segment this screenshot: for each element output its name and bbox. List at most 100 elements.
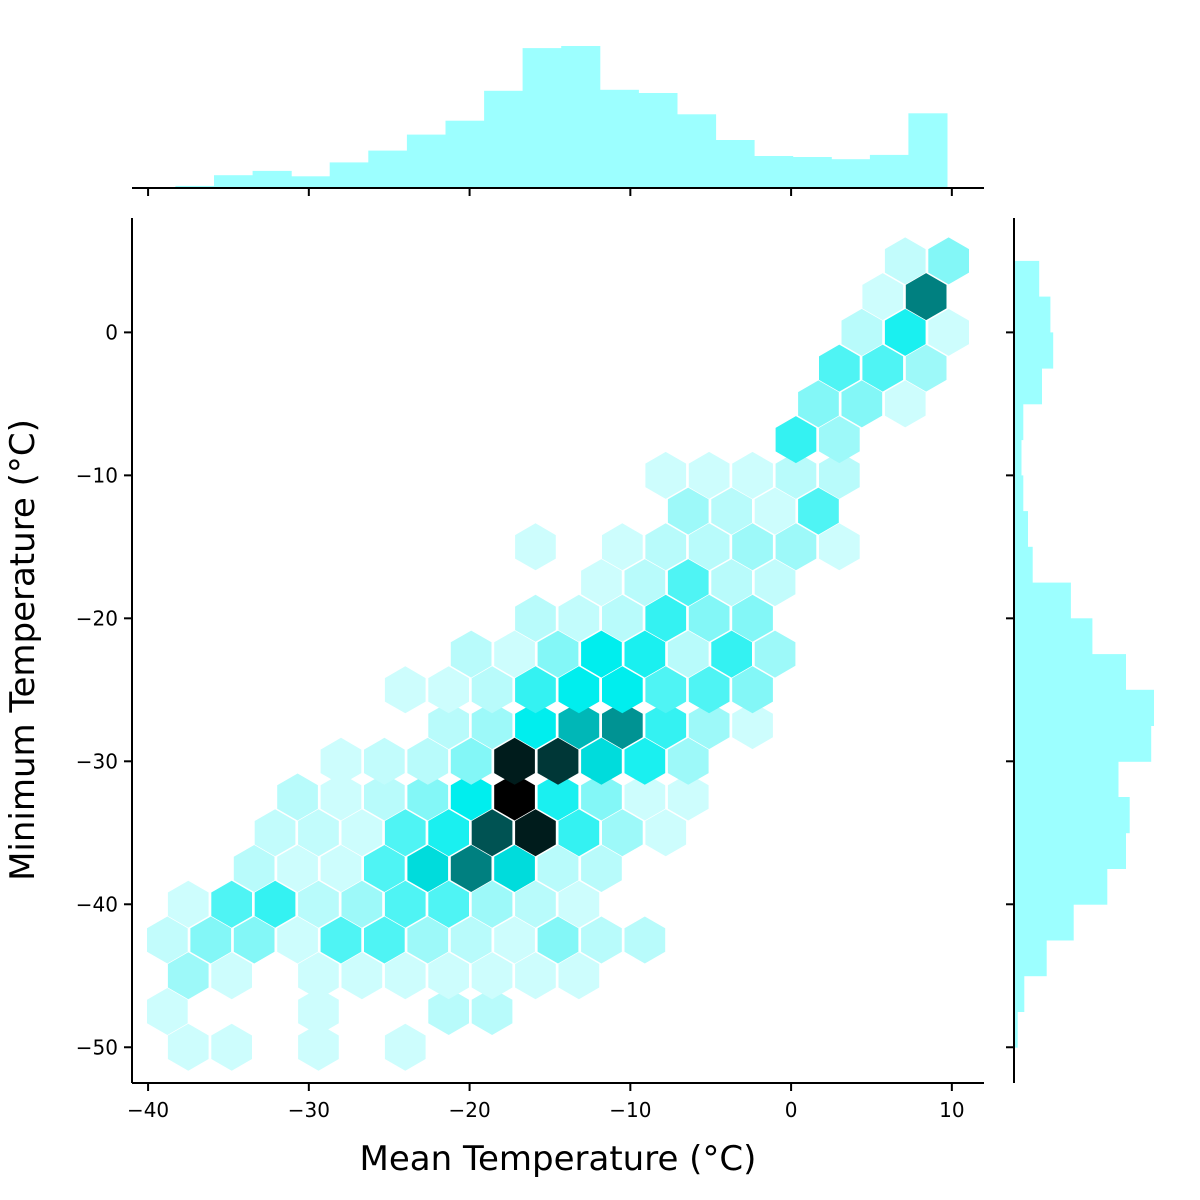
hexbin-129 xyxy=(775,416,817,464)
hexbin-77 xyxy=(428,702,469,750)
hexbin-68 xyxy=(320,737,362,785)
hexbin-131 xyxy=(798,380,839,428)
mean-temperature-marginal-histogram xyxy=(175,46,948,188)
hexbin-46 xyxy=(537,845,579,892)
x-hist-bar-6 xyxy=(368,150,408,188)
hexbin-135 xyxy=(862,344,904,392)
hexbin-15 xyxy=(515,952,556,1000)
hexbin-111 xyxy=(711,559,752,607)
y-tick-label-0: −50 xyxy=(76,1035,118,1059)
y-hist-bar-20 xyxy=(1014,332,1054,369)
y-hist-bar-5 xyxy=(1014,868,1108,905)
y-hist-bar-3 xyxy=(1014,940,1047,977)
hexbin-86 xyxy=(428,666,469,714)
hexbin-5 xyxy=(298,988,339,1035)
hexbin-99 xyxy=(667,630,709,678)
hexbin-66 xyxy=(624,773,666,821)
x-hist-bar-20 xyxy=(908,113,948,188)
y-hist-bar-19 xyxy=(1014,368,1042,405)
hexbin-114 xyxy=(602,523,643,571)
hexbin-102 xyxy=(515,594,556,642)
hexbin-21 xyxy=(320,916,362,964)
hexbin-142 xyxy=(884,237,926,285)
hexbin-67 xyxy=(667,773,709,821)
hexbin-120 xyxy=(667,487,709,535)
y-hist-bar-1 xyxy=(1014,1011,1018,1048)
x-hist-bar-17 xyxy=(792,157,832,188)
hexbin-19 xyxy=(233,916,275,964)
y-hist-bar-11 xyxy=(1014,654,1126,691)
hexbin-65 xyxy=(581,773,622,821)
hexbin-29 xyxy=(167,880,209,928)
hexbin-53 xyxy=(471,809,513,857)
hexbin-93 xyxy=(732,666,773,714)
hexbin-126 xyxy=(732,451,773,499)
y-tick-label-1: −40 xyxy=(76,892,118,916)
hexbin-87 xyxy=(471,666,513,714)
hexbin-63 xyxy=(494,773,535,821)
hexbin-84 xyxy=(732,702,773,750)
hexbin-76 xyxy=(667,737,709,785)
hexbin-23 xyxy=(407,916,449,964)
x-hist-bar-10 xyxy=(522,48,562,188)
y-hist-bar-8 xyxy=(1014,761,1119,798)
hexbin-14 xyxy=(471,952,513,1000)
hexbin-128 xyxy=(819,451,860,499)
hexbin-112 xyxy=(754,559,796,607)
hexbin-20 xyxy=(277,916,318,964)
y-hist-bar-10 xyxy=(1014,689,1154,726)
hexbin-24 xyxy=(450,916,492,964)
y-hist-bar-2 xyxy=(1014,975,1025,1012)
y-hist-bar-22 xyxy=(1014,260,1040,298)
hexbin-61 xyxy=(407,773,449,821)
y-hist-bar-9 xyxy=(1014,725,1152,762)
x-tick-label-5: 10 xyxy=(939,1098,964,1122)
hexbin-119 xyxy=(819,523,860,571)
hexbin-90 xyxy=(602,666,643,714)
x-tick-label-4: 0 xyxy=(785,1098,798,1122)
hexbin-127 xyxy=(775,451,817,499)
hexbin-41 xyxy=(320,845,362,892)
hexbin-138 xyxy=(884,308,926,356)
hexbin-62 xyxy=(450,773,492,821)
hexbin-10 xyxy=(298,952,339,1000)
hexbin-44 xyxy=(450,845,492,892)
hexbin-74 xyxy=(581,737,622,785)
hexbin-1 xyxy=(211,1023,252,1071)
hexbin-32 xyxy=(298,880,339,928)
x-tick-label-2: −20 xyxy=(448,1098,490,1122)
hexbin-56 xyxy=(602,809,643,857)
y-axis-title: Minimum Temperature (°C) xyxy=(3,419,43,881)
hexbin-26 xyxy=(537,916,579,964)
y-tick-label-4: −10 xyxy=(76,463,118,487)
hexbin-134 xyxy=(819,344,860,392)
hexbin-27 xyxy=(581,916,622,964)
x-tick-label-1: −30 xyxy=(288,1098,330,1122)
hexbin-6 xyxy=(428,988,469,1035)
hexbin-51 xyxy=(384,809,426,857)
x-axis-title: Mean Temperature (°C) xyxy=(360,1139,757,1179)
hexbin-92 xyxy=(688,666,730,714)
hexbin-78 xyxy=(471,702,513,750)
hexbin-140 xyxy=(862,273,904,321)
y-hist-bar-12 xyxy=(1014,618,1093,655)
hexbin-100 xyxy=(711,630,752,678)
x-hist-bar-12 xyxy=(599,89,639,188)
y-hist-bar-6 xyxy=(1014,832,1126,869)
hexbin-73 xyxy=(537,737,579,785)
hexbin-16 xyxy=(558,952,600,1000)
hexbin-96 xyxy=(537,630,579,678)
x-hist-bar-15 xyxy=(715,140,755,188)
hexbin-79 xyxy=(515,702,556,750)
y-hist-bar-16 xyxy=(1014,475,1024,512)
hexbin-48 xyxy=(254,809,296,857)
y-tick-label-3: −20 xyxy=(76,606,118,630)
hexbin-42 xyxy=(364,845,405,892)
hexbin-2 xyxy=(298,1023,339,1071)
hexbin-104 xyxy=(602,594,643,642)
hexbin-118 xyxy=(775,523,817,571)
hexbin-57 xyxy=(645,809,687,857)
hexbin-123 xyxy=(798,487,839,535)
hexbin-17 xyxy=(147,916,188,964)
y-hist-bar-13 xyxy=(1014,582,1071,619)
